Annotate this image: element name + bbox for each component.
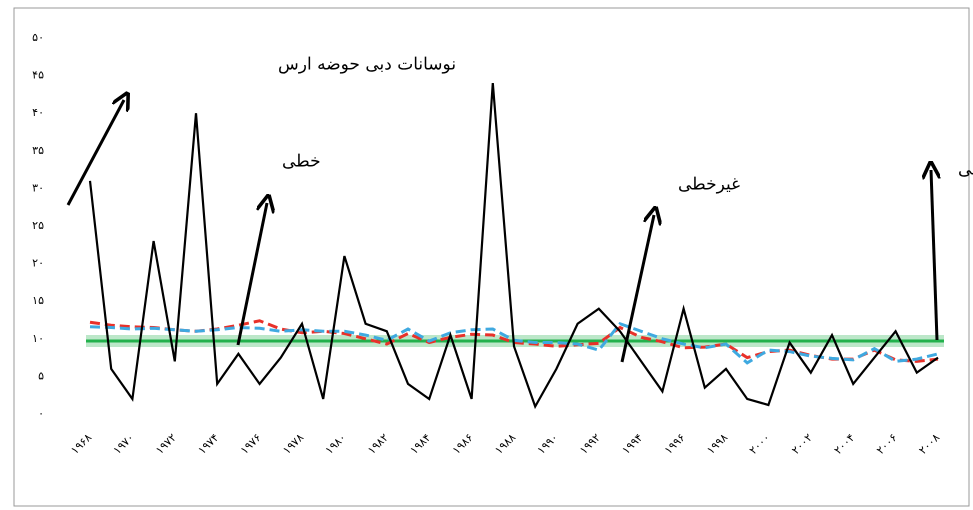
y-tick-label: ۴۰ — [32, 106, 44, 119]
y-tick-label: ۲۰ — [32, 257, 44, 270]
series-line — [88, 83, 939, 410]
arrow — [236, 203, 267, 346]
y-tick-label: ۵۰ — [32, 31, 44, 44]
y-tick-label: ۵ — [38, 369, 44, 382]
y-tick-label: ۰ — [38, 407, 44, 420]
arrow — [931, 170, 937, 341]
arrow — [66, 100, 124, 206]
y-tick-label: ۱۰ — [32, 332, 44, 345]
y-tick-label: ۳۰ — [32, 181, 44, 194]
annotation: غیرخطی — [678, 175, 740, 195]
arrow — [620, 215, 654, 363]
annotation: خطی — [282, 152, 321, 172]
y-tick-label: ۱۵ — [32, 294, 44, 307]
annotation: نوسانات دبی حوضه ارس — [278, 55, 456, 75]
annotation: میانگین بلندمدت دبی — [958, 159, 973, 180]
y-tick-label: ۳۵ — [32, 144, 44, 157]
y-tick-label: ۲۵ — [32, 219, 44, 232]
y-tick-label: ۴۵ — [32, 69, 44, 82]
